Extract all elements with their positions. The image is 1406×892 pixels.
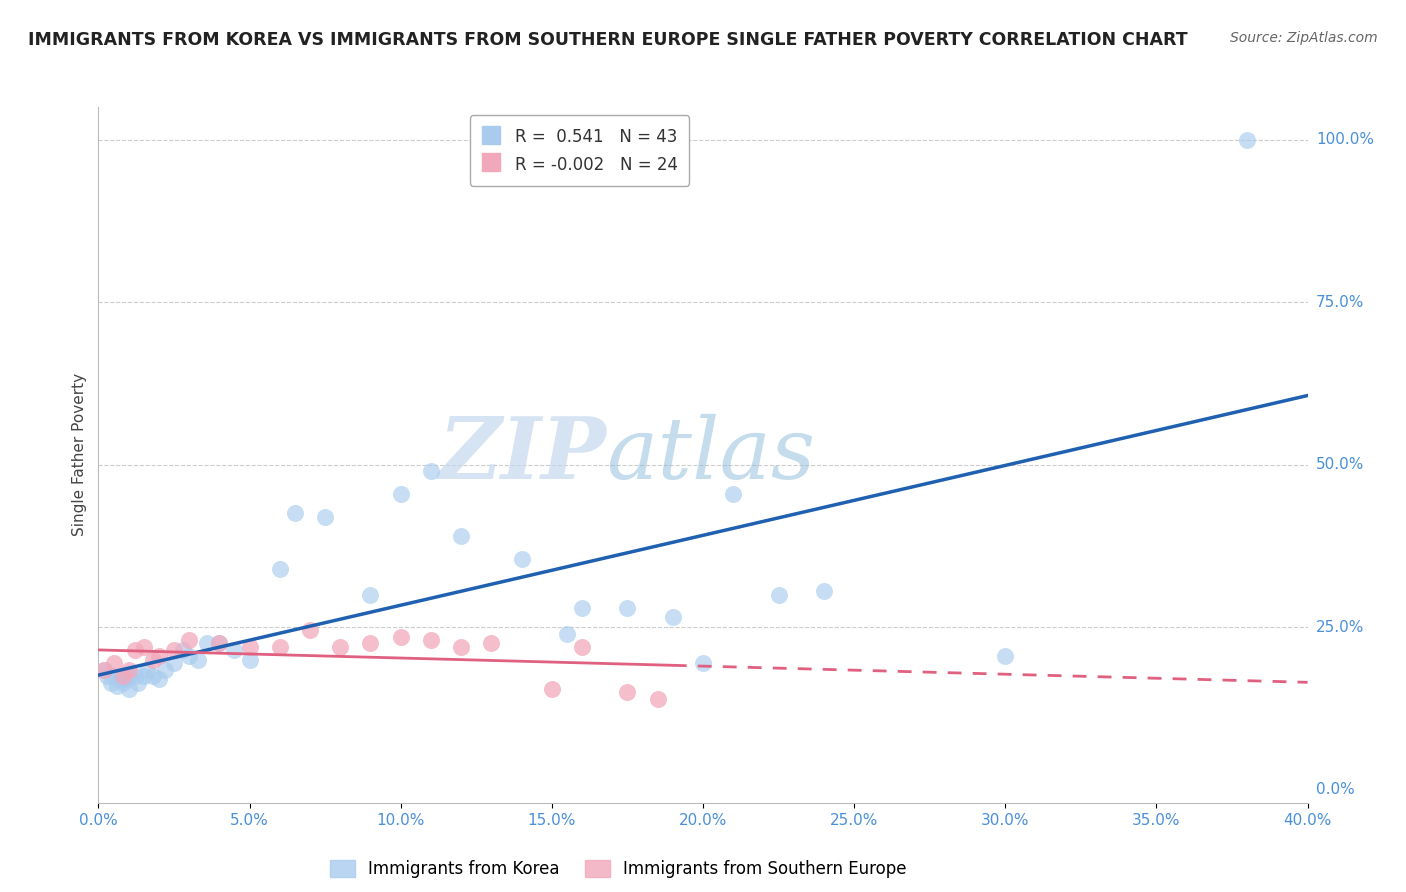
Text: IMMIGRANTS FROM KOREA VS IMMIGRANTS FROM SOUTHERN EUROPE SINGLE FATHER POVERTY C: IMMIGRANTS FROM KOREA VS IMMIGRANTS FROM…	[28, 31, 1188, 49]
Text: 75.0%: 75.0%	[1316, 294, 1364, 310]
Text: 50.0%: 50.0%	[1316, 458, 1364, 472]
Point	[93, 663, 115, 677]
Point	[108, 672, 131, 686]
Point	[208, 636, 231, 650]
Point	[163, 643, 186, 657]
Point	[132, 640, 155, 654]
Point	[768, 588, 790, 602]
Point	[647, 691, 669, 706]
Point	[1236, 132, 1258, 146]
Point	[187, 653, 209, 667]
Point	[994, 649, 1017, 664]
Point	[177, 649, 201, 664]
Point	[105, 679, 128, 693]
Point	[419, 464, 441, 478]
Text: Source: ZipAtlas.com: Source: ZipAtlas.com	[1230, 31, 1378, 45]
Point	[172, 643, 194, 657]
Point	[661, 610, 683, 624]
Point	[142, 669, 165, 683]
Point	[692, 656, 714, 670]
Point	[284, 507, 307, 521]
Point	[118, 663, 141, 677]
Point	[124, 669, 146, 683]
Point	[195, 636, 218, 650]
Point	[111, 669, 134, 683]
Point	[481, 636, 503, 650]
Text: 25.0%: 25.0%	[1316, 620, 1364, 635]
Point	[111, 675, 134, 690]
Point	[299, 624, 322, 638]
Point	[127, 675, 149, 690]
Point	[163, 656, 186, 670]
Point	[148, 672, 170, 686]
Point	[329, 640, 352, 654]
Text: ZIP: ZIP	[439, 413, 606, 497]
Point	[555, 626, 578, 640]
Point	[135, 663, 157, 677]
Point	[389, 487, 412, 501]
Point	[571, 600, 593, 615]
Point	[142, 653, 165, 667]
Point	[103, 669, 125, 683]
Point	[118, 669, 141, 683]
Legend: Immigrants from Korea, Immigrants from Southern Europe: Immigrants from Korea, Immigrants from S…	[323, 854, 914, 885]
Point	[419, 633, 441, 648]
Point	[208, 636, 231, 650]
Point	[93, 663, 115, 677]
Point	[269, 562, 291, 576]
Point	[269, 640, 291, 654]
Y-axis label: Single Father Poverty: Single Father Poverty	[72, 374, 87, 536]
Text: atlas: atlas	[606, 414, 815, 496]
Point	[616, 600, 638, 615]
Point	[124, 643, 146, 657]
Point	[103, 656, 125, 670]
Point	[239, 640, 262, 654]
Point	[96, 669, 118, 683]
Point	[100, 675, 122, 690]
Point	[450, 529, 472, 543]
Point	[132, 669, 155, 683]
Text: 100.0%: 100.0%	[1316, 132, 1374, 147]
Text: 0.0%: 0.0%	[1316, 782, 1354, 797]
Point	[360, 636, 382, 650]
Point	[118, 681, 141, 696]
Point	[571, 640, 593, 654]
Point	[314, 509, 336, 524]
Point	[148, 649, 170, 664]
Point	[239, 653, 262, 667]
Point	[360, 588, 382, 602]
Point	[450, 640, 472, 654]
Point	[114, 672, 136, 686]
Point	[813, 584, 835, 599]
Point	[177, 633, 201, 648]
Point	[721, 487, 744, 501]
Point	[510, 552, 533, 566]
Point	[616, 685, 638, 699]
Point	[540, 681, 562, 696]
Point	[224, 643, 246, 657]
Point	[153, 663, 176, 677]
Point	[389, 630, 412, 644]
